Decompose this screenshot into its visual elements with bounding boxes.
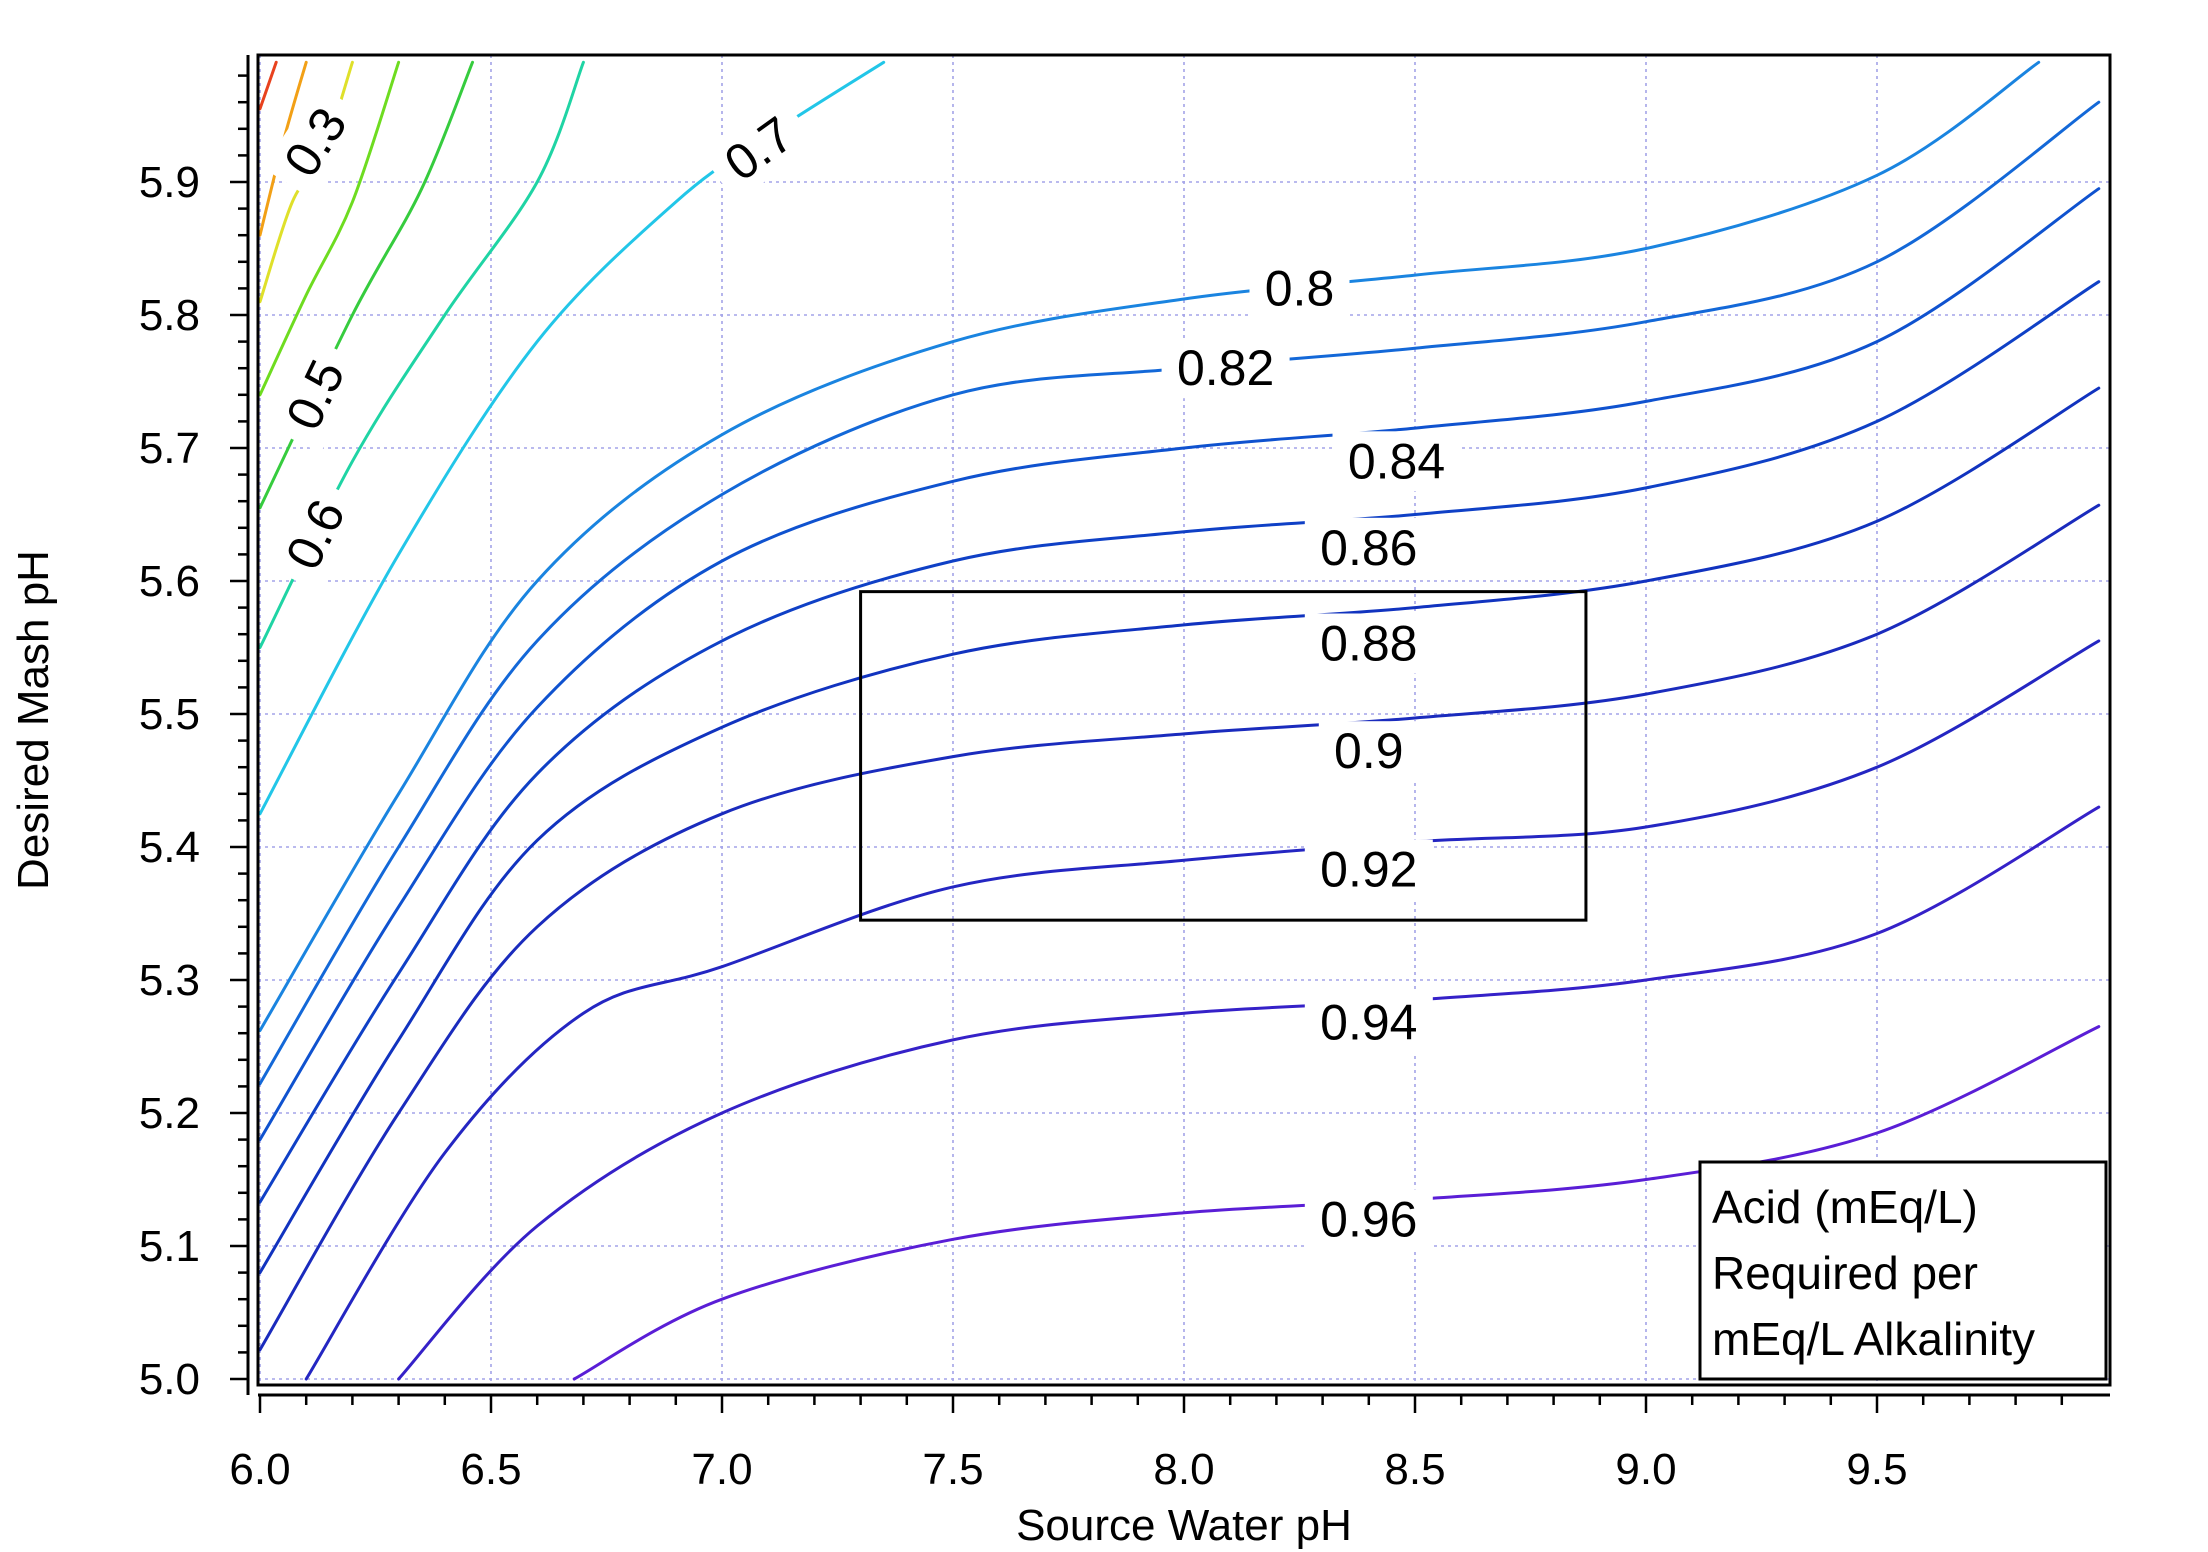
contour-label-0.3: 0.3 <box>263 83 368 201</box>
x-tick-label: 7.0 <box>691 1445 752 1494</box>
contour-label-0.86: 0.86 <box>1304 517 1433 578</box>
x-tick-label: 6.0 <box>229 1445 290 1494</box>
contour-label-bg <box>1304 839 1433 900</box>
contour-line-0-9 <box>258 503 2101 1352</box>
contour-labels: 0.3 0.5 0.6 0.7 0.8 0.82 0.84 0.86 0.88 0.9 0.92 0.… <box>263 83 1461 1250</box>
legend-box: Acid (mEq/L) Required per mEq/L Alkalini… <box>1698 1160 2108 1381</box>
x-tick-label: 8.0 <box>1153 1445 1214 1494</box>
contour-label-bg <box>1332 431 1461 492</box>
contour-label-text: 0.8 <box>1265 260 1335 316</box>
contour-label-0.92: 0.92 <box>1304 839 1433 900</box>
contour-label-bg <box>700 95 818 203</box>
contour-lines <box>258 60 2101 1381</box>
contour-label-0.84: 0.84 <box>1332 431 1461 492</box>
contour-label-bg <box>263 83 368 201</box>
contour-label-text: 0.94 <box>1320 995 1417 1051</box>
x-tick-label: 9.0 <box>1615 1445 1676 1494</box>
contour-label-0.94: 0.94 <box>1304 992 1433 1053</box>
y-tick-label: 5.0 <box>139 1355 200 1404</box>
contour-label-text: 0.96 <box>1320 1191 1417 1247</box>
contour-label-0.8: 0.8 <box>1249 258 1350 319</box>
y-tick-label: 5.8 <box>139 291 200 340</box>
contour-label-bg <box>1304 613 1433 674</box>
contour-label-text: 0.88 <box>1320 616 1417 672</box>
plot-frame <box>256 53 2112 1387</box>
contour-label-bg <box>266 336 365 453</box>
contour-line-0-84 <box>258 187 2101 1142</box>
y-tick-label: 5.2 <box>139 1089 200 1138</box>
contour-label-text: 0.84 <box>1348 433 1445 489</box>
contour-line-0-86 <box>258 280 2101 1204</box>
contour-label-0.96: 0.96 <box>1304 1189 1433 1250</box>
contour-label-text: 0.86 <box>1320 520 1417 576</box>
contour-label-bg <box>1161 338 1290 399</box>
y-tick-label: 5.5 <box>139 690 200 739</box>
contour-line-0-94 <box>397 805 2101 1381</box>
contour-label-0.9: 0.9 <box>1318 721 1419 782</box>
y-tick-label: 5.9 <box>139 158 200 207</box>
contour-label-text: 0.9 <box>1334 723 1404 779</box>
highlight-box <box>859 590 1588 922</box>
contour-label-bg <box>1249 258 1350 319</box>
contour-label-bg <box>1304 1189 1433 1250</box>
y-tick-label: 5.3 <box>139 956 200 1005</box>
x-tick-label: 6.5 <box>460 1445 521 1494</box>
legend-line-1: Acid (mEq/L) <box>1712 1181 1978 1233</box>
contour-label-0.6: 0.6 <box>266 476 365 593</box>
y-tick-label: 5.6 <box>139 557 200 606</box>
contour-line-0-1 <box>258 60 278 111</box>
y-tick-label: 5.4 <box>139 823 200 872</box>
contour-line-0-82 <box>258 100 2101 1086</box>
x-tick-label: 9.5 <box>1846 1445 1907 1494</box>
legend-line-2: Required per <box>1712 1247 1978 1299</box>
contour-label-0.7: 0.7 <box>700 95 818 203</box>
y-axis: 5.0 5.1 5.2 5.3 5.4 5.5 5.6 5.7 5.8 5.9 <box>139 55 250 1404</box>
contour-label-bg <box>1318 721 1419 782</box>
legend-line-3: mEq/L Alkalinity <box>1712 1313 2035 1365</box>
x-axis-label: Source Water pH <box>1016 1501 1352 1550</box>
contour-label-bg <box>1304 992 1433 1053</box>
y-axis-label: Desired Mash pH <box>9 550 58 890</box>
contour-label-text: 0.82 <box>1177 340 1274 396</box>
contour-line-0-88 <box>258 386 2101 1275</box>
x-tick-label: 8.5 <box>1384 1445 1445 1494</box>
contour-label-text: 0.92 <box>1320 842 1417 898</box>
contour-label-bg <box>1304 517 1433 578</box>
contour-line-0-4 <box>258 60 401 397</box>
y-tick-label: 5.7 <box>139 424 200 473</box>
x-tick-label: 7.5 <box>922 1445 983 1494</box>
contour-label-bg <box>266 476 365 593</box>
y-tick-label: 5.1 <box>139 1222 200 1271</box>
contour-line-0-92 <box>304 639 2101 1381</box>
contour-label-0.82: 0.82 <box>1161 338 1290 399</box>
x-axis: 6.0 6.5 7.0 7.5 8.0 8.5 9.0 9.5 <box>229 1393 2110 1494</box>
contour-label-0.88: 0.88 <box>1304 613 1433 674</box>
contour-line-0-8 <box>258 60 2041 1032</box>
contour-label-0.5: 0.5 <box>266 336 365 453</box>
